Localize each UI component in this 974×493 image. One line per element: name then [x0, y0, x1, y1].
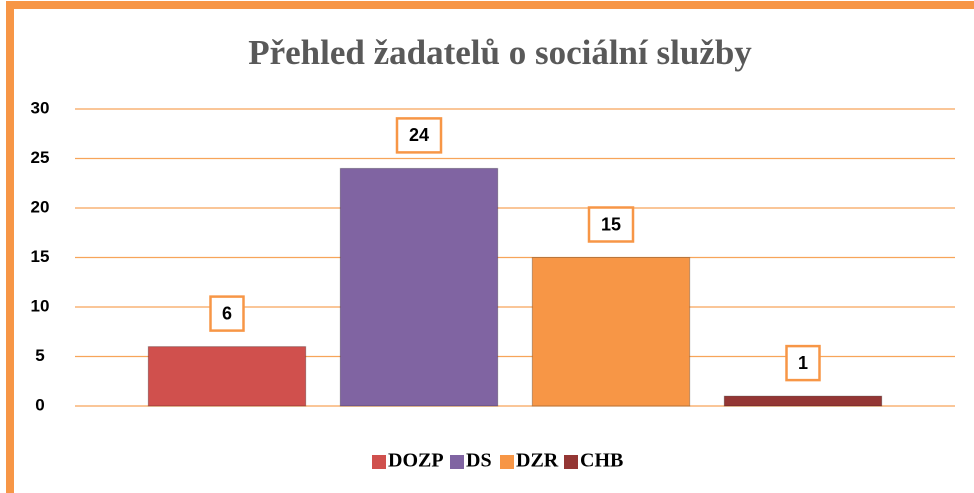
y-tick-label: 15: [31, 247, 50, 266]
data-label: 15: [601, 214, 621, 234]
data-label-box: [587, 206, 635, 243]
bar: [147, 346, 307, 407]
bar: [723, 395, 883, 407]
y-tick-label: 20: [31, 197, 50, 216]
bar: [531, 257, 691, 407]
chart-title: Přehled žadatelů o sociální služby: [248, 33, 752, 72]
data-label-box: [785, 344, 821, 382]
data-label-box: [209, 295, 245, 332]
y-tick-label: 0: [35, 395, 44, 414]
legend-swatch: [564, 455, 578, 469]
legend-label: DZR: [516, 450, 559, 472]
legend-label: DOZP: [388, 450, 444, 472]
y-tick-label: 30: [31, 98, 50, 117]
data-label-box: [395, 117, 443, 154]
bar: [339, 167, 499, 407]
data-label: 1: [798, 353, 808, 373]
legend-label: CHB: [580, 450, 623, 472]
legend-label: DS: [466, 450, 492, 472]
legend-swatch: [372, 455, 386, 469]
legend-swatch: [450, 455, 464, 469]
chart-border: [6, 1, 974, 493]
data-label: 24: [409, 125, 429, 145]
data-label: 6: [222, 303, 232, 323]
y-tick-label: 5: [35, 346, 44, 365]
y-tick-label: 25: [31, 148, 50, 167]
legend-swatch: [500, 455, 514, 469]
y-tick-label: 10: [31, 296, 50, 315]
